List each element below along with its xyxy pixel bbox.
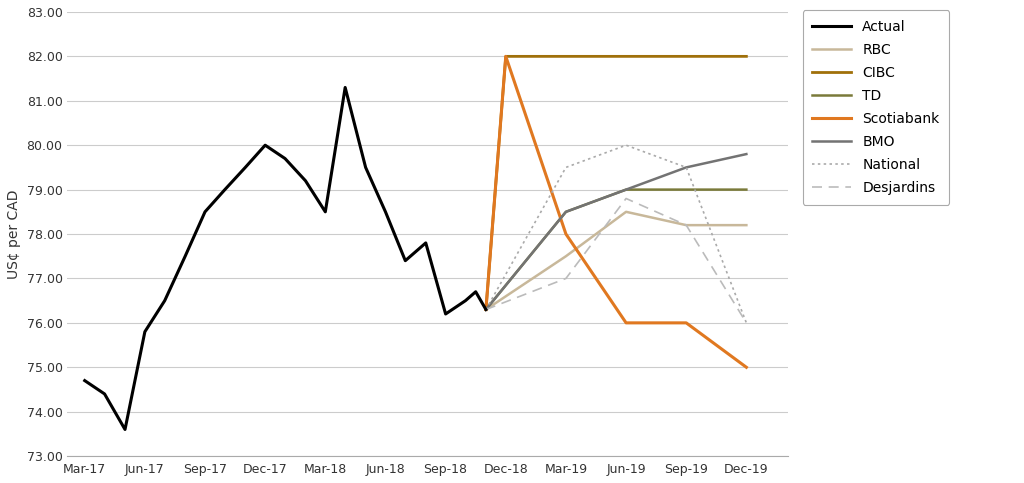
Y-axis label: US¢ per CAD: US¢ per CAD — [7, 189, 20, 279]
Legend: Actual, RBC, CIBC, TD, Scotiabank, BMO, National, Desjardins: Actual, RBC, CIBC, TD, Scotiabank, BMO, … — [803, 10, 949, 205]
